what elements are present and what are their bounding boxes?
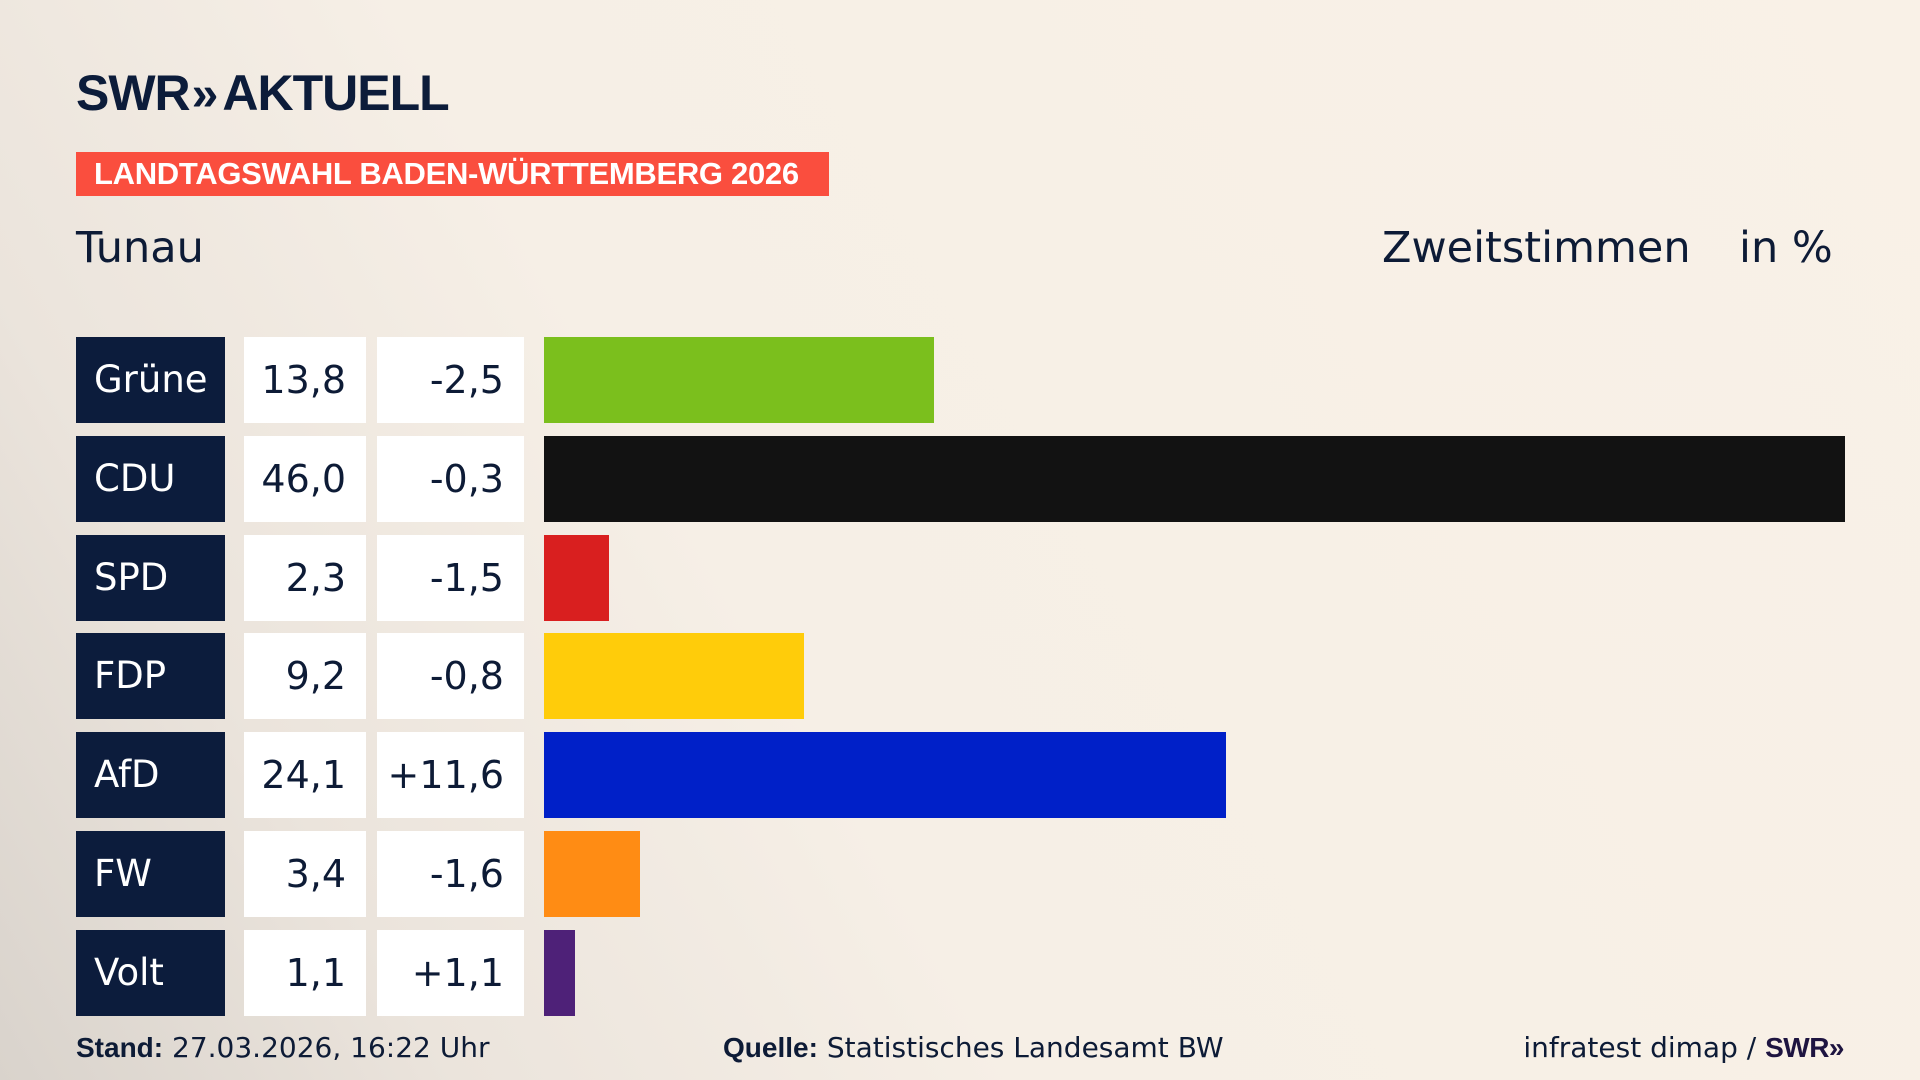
value-label: 13,8 [244, 337, 366, 423]
region-title: Tunau [76, 223, 204, 273]
source-label: Quelle: [723, 1032, 818, 1063]
swr-aktuell-logo: SWR» AKTUELL [76, 68, 450, 121]
party-label: FDP [76, 633, 225, 720]
election-banner: LANDTAGSWAHL BADEN-WÜRTTEMBERG 2026 [76, 152, 829, 196]
source-value: Statistisches Landesamt BW [826, 1031, 1224, 1064]
stand-label: Stand: [76, 1032, 164, 1063]
result-row: FW 3,4 -1,6 [0, 831, 1920, 917]
credit-text: infratest dimap / [1523, 1031, 1757, 1064]
result-row: CDU 46,0 -0,3 [0, 435, 1920, 522]
swr-small-logo: SWR» [1765, 1032, 1844, 1063]
logo-aktuell-text: AKTUELL [222, 65, 449, 121]
value-label: 2,3 [244, 534, 366, 621]
party-label: Volt [76, 929, 225, 1016]
result-row: Grüne 13,8 -2,5 [0, 337, 1920, 423]
party-label: CDU [76, 435, 225, 522]
bar-spd [544, 534, 610, 621]
diff-label: -0,3 [377, 435, 524, 522]
bar-volt [544, 929, 576, 1016]
value-label: 1,1 [244, 929, 366, 1016]
value-label: 9,2 [244, 633, 366, 720]
party-label: AfD [76, 732, 225, 819]
diff-label: +11,6 [377, 732, 524, 819]
credit: infratest dimap / SWR» [1523, 1030, 1844, 1066]
bar-fw [544, 831, 641, 917]
bar-afd [544, 732, 1226, 819]
diff-label: -1,5 [377, 534, 524, 621]
result-row: Volt 1,1 +1,1 [0, 929, 1920, 1016]
chevron-icon: » [191, 68, 219, 121]
logo-swr-text: SWR [76, 65, 191, 121]
source-info: Quelle: Statistisches Landesamt BW [723, 1030, 1224, 1066]
unit-label: in % [1739, 223, 1833, 273]
diff-label: +1,1 [377, 929, 524, 1016]
diff-label: -2,5 [377, 337, 524, 423]
measure-label: Zweitstimmen [1382, 223, 1691, 273]
value-label: 3,4 [244, 831, 366, 917]
bar-cdu [544, 435, 1845, 522]
diff-label: -1,6 [377, 831, 524, 917]
bar-grüne [544, 337, 935, 423]
value-label: 46,0 [244, 435, 366, 522]
result-row: FDP 9,2 -0,8 [0, 633, 1920, 720]
result-row: SPD 2,3 -1,5 [0, 534, 1920, 621]
value-label: 24,1 [244, 732, 366, 819]
party-label: Grüne [76, 337, 225, 423]
party-label: SPD [76, 534, 225, 621]
stand-value: 27.03.2026, 16:22 Uhr [172, 1031, 490, 1064]
party-label: FW [76, 831, 225, 917]
bar-fdp [544, 633, 805, 720]
result-row: AfD 24,1 +11,6 [0, 732, 1920, 819]
diff-label: -0,8 [377, 633, 524, 720]
stand-info: Stand: 27.03.2026, 16:22 Uhr [76, 1030, 489, 1066]
